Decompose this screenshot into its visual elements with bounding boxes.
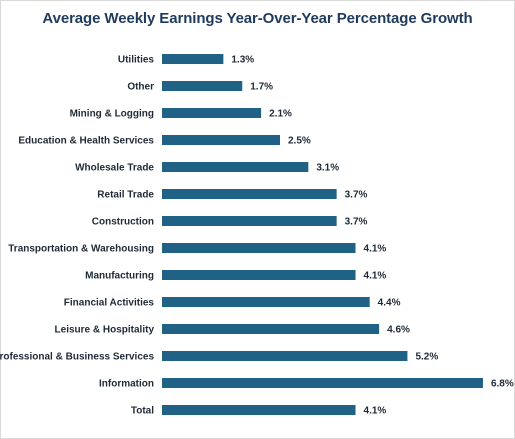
category-label: Other (127, 82, 154, 93)
bar (162, 108, 262, 118)
data-label: 1.3% (231, 55, 254, 66)
bar (162, 189, 337, 199)
bar (162, 378, 483, 388)
data-label: 1.7% (250, 82, 273, 93)
category-label: Retail Trade (97, 190, 154, 201)
bar (162, 324, 380, 334)
chart-title: Average Weekly Earnings Year-Over-Year P… (42, 10, 473, 27)
category-label: Information (99, 379, 154, 390)
bar (162, 54, 224, 64)
category-label: Professional & Business Services (0, 352, 154, 363)
category-label: Mining & Logging (70, 109, 154, 120)
bar (162, 243, 356, 253)
data-label: 4.1% (364, 244, 387, 255)
bar (162, 297, 370, 307)
category-label: Financial Activities (64, 298, 155, 309)
bar (162, 81, 243, 91)
category-label: Transportation & Warehousing (8, 244, 154, 255)
category-label: Wholesale Trade (75, 163, 154, 174)
bar (162, 270, 356, 280)
data-label: 6.8% (491, 379, 514, 390)
bar (162, 162, 309, 172)
data-label: 3.1% (316, 163, 339, 174)
data-label: 4.1% (364, 271, 387, 282)
category-label: Leisure & Hospitality (55, 325, 155, 336)
category-label: Construction (92, 217, 154, 228)
bar (162, 405, 356, 415)
data-label: 2.5% (288, 136, 311, 147)
category-label: Utilities (118, 55, 155, 66)
bar (162, 216, 337, 226)
category-label: Total (131, 406, 154, 417)
category-label: Manufacturing (85, 271, 154, 282)
data-label: 3.7% (345, 190, 368, 201)
data-label: 4.6% (387, 325, 410, 336)
data-label: 5.2% (415, 352, 438, 363)
bar (162, 351, 408, 361)
data-label: 4.4% (378, 298, 401, 309)
bar (162, 135, 280, 145)
data-label: 2.1% (269, 109, 292, 120)
data-label: 4.1% (364, 406, 387, 417)
category-label: Education & Health Services (18, 136, 154, 147)
data-label: 3.7% (345, 217, 368, 228)
